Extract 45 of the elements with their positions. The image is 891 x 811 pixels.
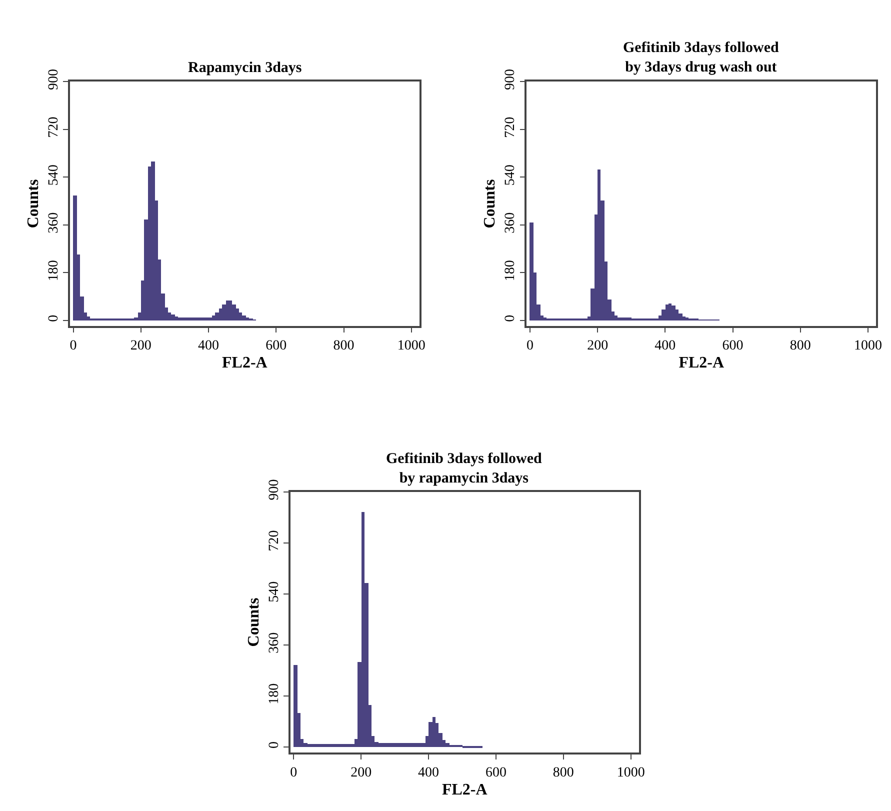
x-tick-label: 200 <box>130 338 152 354</box>
y-tick-label: 900 <box>266 479 282 500</box>
y-tick-label: 720 <box>266 530 282 552</box>
y-tick-label: 360 <box>503 212 518 234</box>
y-tick-label: 180 <box>46 260 62 282</box>
chart-title: Gefitinib 3days followed by rapamycin 3days <box>386 451 542 486</box>
y-tick-label: 360 <box>266 632 282 654</box>
y-tick-label: 540 <box>46 164 62 186</box>
y-axis-title: Counts <box>24 179 42 228</box>
y-tick-label: 720 <box>503 116 518 138</box>
y-tick-label: 720 <box>46 116 62 138</box>
x-tick-label: 1000 <box>616 765 645 780</box>
x-tick-label: 600 <box>485 765 506 780</box>
x-tick-label: 800 <box>552 765 574 780</box>
x-axis-title: FL2-A <box>222 354 268 372</box>
y-tick-label: 0 <box>503 314 518 322</box>
x-tick-label: 200 <box>350 765 372 780</box>
y-tick-label: 360 <box>46 212 62 234</box>
x-tick-label: 1000 <box>854 338 882 354</box>
y-tick-label: 540 <box>266 581 282 602</box>
chart-title: Rapamycin 3days <box>188 60 302 76</box>
y-tick-label: 0 <box>46 314 62 322</box>
y-tick-label: 180 <box>266 683 282 704</box>
y-tick-label: 0 <box>266 741 282 748</box>
y-tick-label: 540 <box>503 164 518 186</box>
x-tick-label: 400 <box>198 338 220 354</box>
y-tick-label: 180 <box>503 260 518 282</box>
y-tick-label: 900 <box>46 69 62 90</box>
x-axis-title: FL2-A <box>678 354 724 372</box>
x-tick-label: 600 <box>722 338 744 354</box>
x-tick-label: 0 <box>70 338 77 354</box>
x-tick-label: 1000 <box>397 338 426 354</box>
y-axis-title: Counts <box>245 598 262 647</box>
x-tick-label: 800 <box>333 338 354 354</box>
x-tick-label: 400 <box>418 765 440 780</box>
x-axis-title: FL2-A <box>442 781 488 798</box>
x-tick-label: 400 <box>654 338 676 354</box>
chart-title: Gefitinib 3days followed by 3days drug wash out <box>623 40 780 76</box>
x-tick-label: 0 <box>290 765 298 780</box>
x-tick-label: 600 <box>266 338 287 354</box>
y-axis-title: Counts <box>482 179 499 228</box>
x-tick-label: 0 <box>526 338 534 354</box>
x-tick-label: 200 <box>587 338 608 354</box>
x-tick-label: 800 <box>790 338 811 354</box>
y-tick-label: 900 <box>503 69 518 90</box>
